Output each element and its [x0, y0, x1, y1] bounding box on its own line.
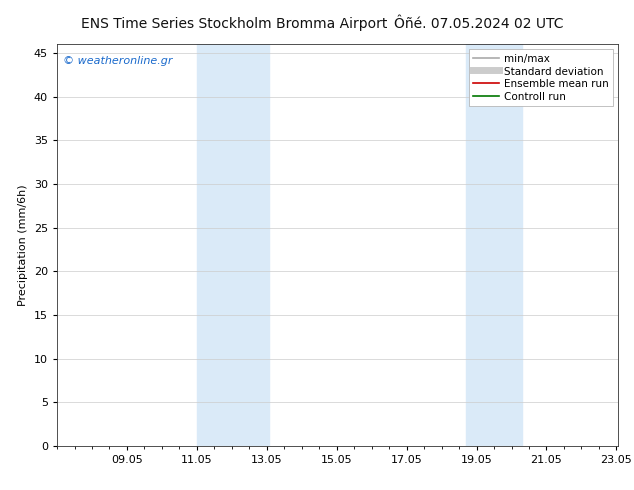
- Y-axis label: Precipitation (mm/6h): Precipitation (mm/6h): [18, 184, 29, 306]
- Text: © weatheronline.gr: © weatheronline.gr: [63, 56, 172, 66]
- Bar: [466, 44, 522, 446]
- Text: Ôñé. 07.05.2024 02 UTC: Ôñé. 07.05.2024 02 UTC: [394, 17, 564, 31]
- Bar: [197, 44, 269, 446]
- Legend: min/max, Standard deviation, Ensemble mean run, Controll run: min/max, Standard deviation, Ensemble me…: [469, 49, 613, 106]
- Text: ENS Time Series Stockholm Bromma Airport: ENS Time Series Stockholm Bromma Airport: [81, 17, 388, 31]
